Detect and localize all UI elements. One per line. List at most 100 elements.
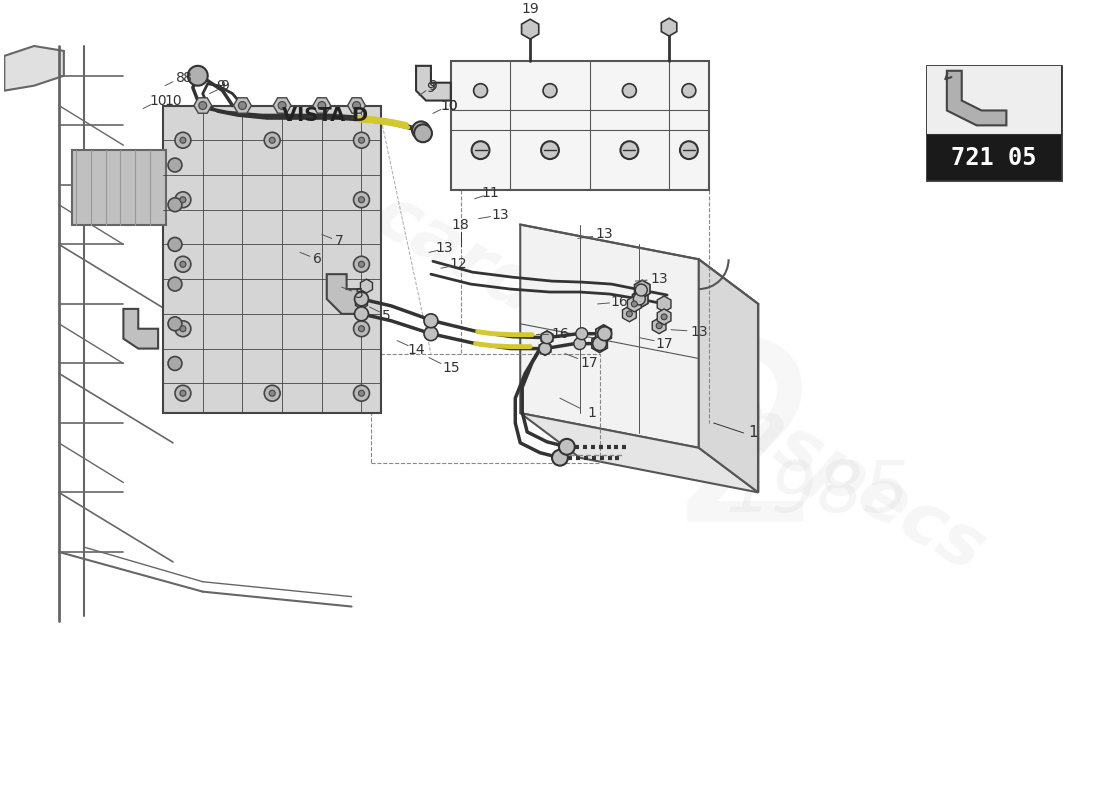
Circle shape <box>353 102 361 110</box>
Circle shape <box>188 66 208 86</box>
Circle shape <box>631 301 637 307</box>
Circle shape <box>559 439 575 454</box>
Polygon shape <box>623 306 636 322</box>
Text: VISTA D: VISTA D <box>282 106 369 125</box>
Text: 8: 8 <box>176 70 186 85</box>
Bar <box>163 106 382 413</box>
Polygon shape <box>661 18 676 36</box>
Circle shape <box>264 132 280 148</box>
Text: 14: 14 <box>407 342 425 357</box>
Circle shape <box>180 262 186 267</box>
Circle shape <box>682 84 696 98</box>
Circle shape <box>593 337 606 350</box>
Circle shape <box>597 326 612 341</box>
Text: 9: 9 <box>427 81 436 94</box>
Circle shape <box>168 317 182 330</box>
Polygon shape <box>652 318 666 334</box>
Text: 1: 1 <box>749 426 758 441</box>
Polygon shape <box>947 70 1007 126</box>
Polygon shape <box>596 325 612 342</box>
Text: 5: 5 <box>355 287 364 301</box>
Circle shape <box>636 284 647 296</box>
Text: 10: 10 <box>440 98 458 113</box>
Circle shape <box>634 293 646 305</box>
Circle shape <box>168 158 182 172</box>
Text: 10: 10 <box>150 94 167 107</box>
Circle shape <box>552 450 568 466</box>
Circle shape <box>239 102 246 110</box>
Text: 9: 9 <box>217 78 226 93</box>
Circle shape <box>180 197 186 202</box>
Polygon shape <box>657 309 671 325</box>
Circle shape <box>541 142 559 159</box>
Circle shape <box>574 338 585 350</box>
Circle shape <box>472 142 490 159</box>
Bar <box>72 150 166 225</box>
Bar <box>927 66 1060 180</box>
Circle shape <box>264 386 280 401</box>
Polygon shape <box>416 66 451 101</box>
Polygon shape <box>521 19 539 39</box>
Polygon shape <box>361 279 373 293</box>
Text: 13: 13 <box>650 272 668 286</box>
Circle shape <box>175 132 191 148</box>
Circle shape <box>199 102 207 110</box>
Polygon shape <box>593 336 606 351</box>
Text: 10: 10 <box>440 98 458 113</box>
Circle shape <box>359 390 364 396</box>
Polygon shape <box>541 330 553 345</box>
Text: 16: 16 <box>551 326 569 341</box>
Circle shape <box>168 198 182 212</box>
Circle shape <box>180 390 186 396</box>
Bar <box>451 61 708 190</box>
Circle shape <box>359 326 364 332</box>
Text: 12: 12 <box>450 258 468 271</box>
Text: 8: 8 <box>184 70 192 85</box>
Text: 13: 13 <box>596 227 614 242</box>
Circle shape <box>175 321 191 337</box>
Circle shape <box>318 102 326 110</box>
Polygon shape <box>597 326 612 342</box>
Circle shape <box>180 326 186 332</box>
Circle shape <box>424 314 438 328</box>
Circle shape <box>424 326 438 341</box>
Circle shape <box>353 192 370 208</box>
Circle shape <box>168 277 182 291</box>
Text: 9: 9 <box>429 78 438 93</box>
Circle shape <box>180 138 186 143</box>
Polygon shape <box>520 225 698 448</box>
Polygon shape <box>520 413 758 493</box>
Circle shape <box>539 342 551 354</box>
Circle shape <box>575 328 587 340</box>
Circle shape <box>353 321 370 337</box>
Circle shape <box>620 142 638 159</box>
Text: 18: 18 <box>452 218 470 231</box>
Circle shape <box>661 314 667 320</box>
Circle shape <box>168 357 182 370</box>
Polygon shape <box>194 98 211 114</box>
Text: 13: 13 <box>492 208 509 222</box>
Text: 13: 13 <box>434 242 453 255</box>
Polygon shape <box>627 296 641 312</box>
Bar <box>372 354 600 462</box>
Circle shape <box>543 84 557 98</box>
Text: 16: 16 <box>610 295 628 309</box>
Circle shape <box>412 122 430 139</box>
Text: 17: 17 <box>656 337 673 350</box>
Circle shape <box>353 256 370 272</box>
Bar <box>927 66 1060 135</box>
Circle shape <box>175 386 191 401</box>
Text: 5: 5 <box>382 309 390 323</box>
Circle shape <box>270 138 275 143</box>
Circle shape <box>175 192 191 208</box>
Polygon shape <box>632 290 648 308</box>
Polygon shape <box>355 295 367 309</box>
Polygon shape <box>4 46 64 90</box>
Polygon shape <box>592 334 607 353</box>
Polygon shape <box>657 296 671 312</box>
Circle shape <box>359 138 364 143</box>
Text: 10: 10 <box>164 94 182 107</box>
Circle shape <box>354 307 368 321</box>
Circle shape <box>657 322 662 329</box>
Circle shape <box>359 197 364 202</box>
